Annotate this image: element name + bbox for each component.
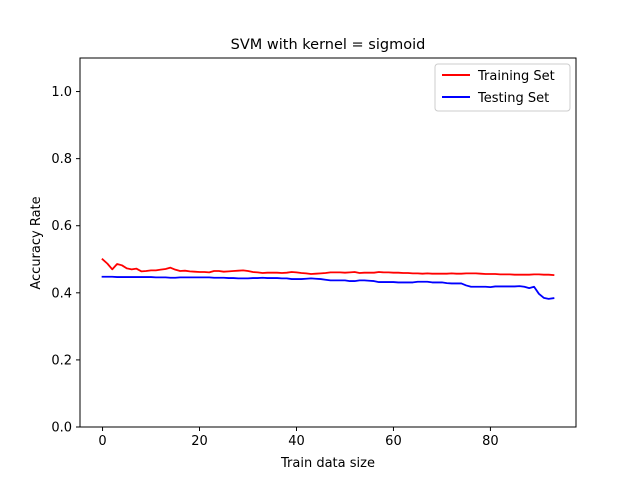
legend: Training Set Testing Set xyxy=(434,63,571,112)
legend-label-training: Training Set xyxy=(477,69,555,84)
series-line-testing-set xyxy=(101,275,555,300)
series-line-training-set xyxy=(101,257,555,277)
y-tick-label: 0.6 xyxy=(51,219,72,234)
chart-title: SVM with kernel = sigmoid xyxy=(231,37,426,53)
y-axis-label: Accuracy Rate xyxy=(29,196,44,289)
x-tick-label: 40 xyxy=(288,434,305,449)
x-tick-label: 60 xyxy=(385,434,402,449)
y-tick-label: 0.2 xyxy=(51,353,72,368)
axes: 0 20 40 60 80 0.0 0.2 0.4 0.6 0.8 1.0 xyxy=(51,57,577,449)
y-tick-label: 0.0 xyxy=(51,421,72,436)
x-tick-label: 20 xyxy=(191,434,208,449)
x-tick-label: 0 xyxy=(98,434,106,449)
y-tick-label: 0.8 xyxy=(51,152,72,167)
x-tick-label: 80 xyxy=(482,434,499,449)
plot-lines xyxy=(101,257,555,300)
plot-frame xyxy=(79,57,577,428)
y-tick-label: 1.0 xyxy=(51,85,72,100)
x-axis-label: Train data size xyxy=(280,456,375,471)
legend-label-testing: Testing Set xyxy=(477,91,549,106)
y-tick-label: 0.4 xyxy=(51,286,72,301)
